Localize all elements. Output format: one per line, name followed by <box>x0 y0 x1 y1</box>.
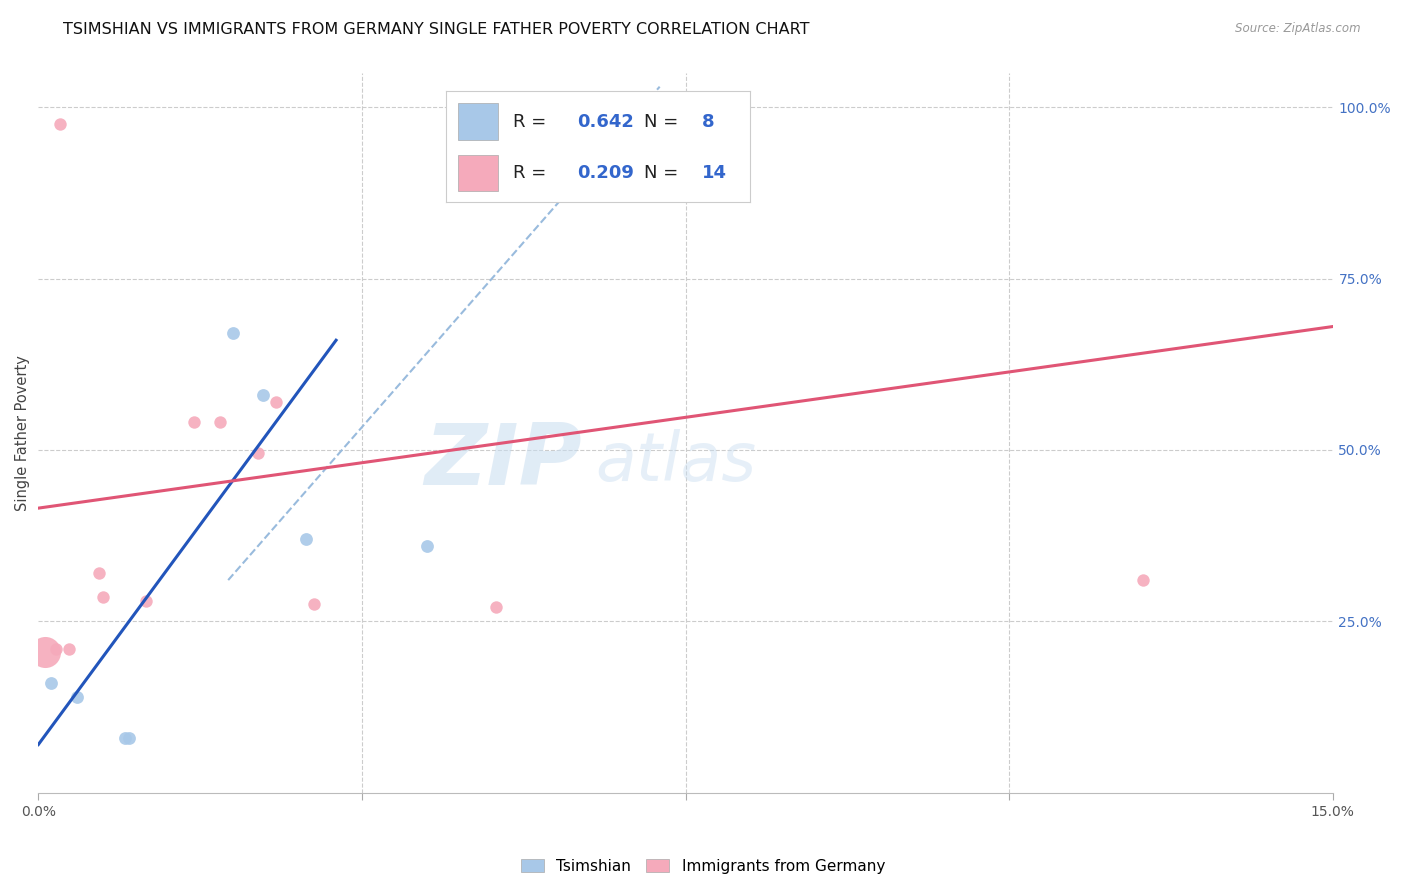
Point <box>39 676 62 690</box>
Point <box>66 690 89 704</box>
Point <box>45 641 67 656</box>
Point <box>1132 573 1154 587</box>
Point <box>58 641 80 656</box>
Text: ZIP: ZIP <box>425 420 582 503</box>
Point <box>87 566 110 581</box>
Text: TSIMSHIAN VS IMMIGRANTS FROM GERMANY SINGLE FATHER POVERTY CORRELATION CHART: TSIMSHIAN VS IMMIGRANTS FROM GERMANY SIN… <box>63 22 810 37</box>
Point <box>34 645 56 659</box>
Point <box>252 388 274 402</box>
Point <box>247 446 270 460</box>
Point <box>114 731 136 745</box>
Point <box>304 597 326 611</box>
Text: atlas: atlas <box>595 428 756 494</box>
Point <box>118 731 141 745</box>
Y-axis label: Single Father Poverty: Single Father Poverty <box>15 355 30 511</box>
Point <box>183 416 205 430</box>
Point <box>221 326 243 341</box>
Legend: Tsimshian, Immigrants from Germany: Tsimshian, Immigrants from Germany <box>515 853 891 880</box>
Point <box>485 600 508 615</box>
Text: Source: ZipAtlas.com: Source: ZipAtlas.com <box>1236 22 1361 36</box>
Point <box>91 591 114 605</box>
Point <box>208 416 231 430</box>
Point <box>295 532 318 546</box>
Point <box>49 117 72 131</box>
Point <box>415 539 437 553</box>
Point <box>264 395 287 409</box>
Point <box>135 593 157 607</box>
